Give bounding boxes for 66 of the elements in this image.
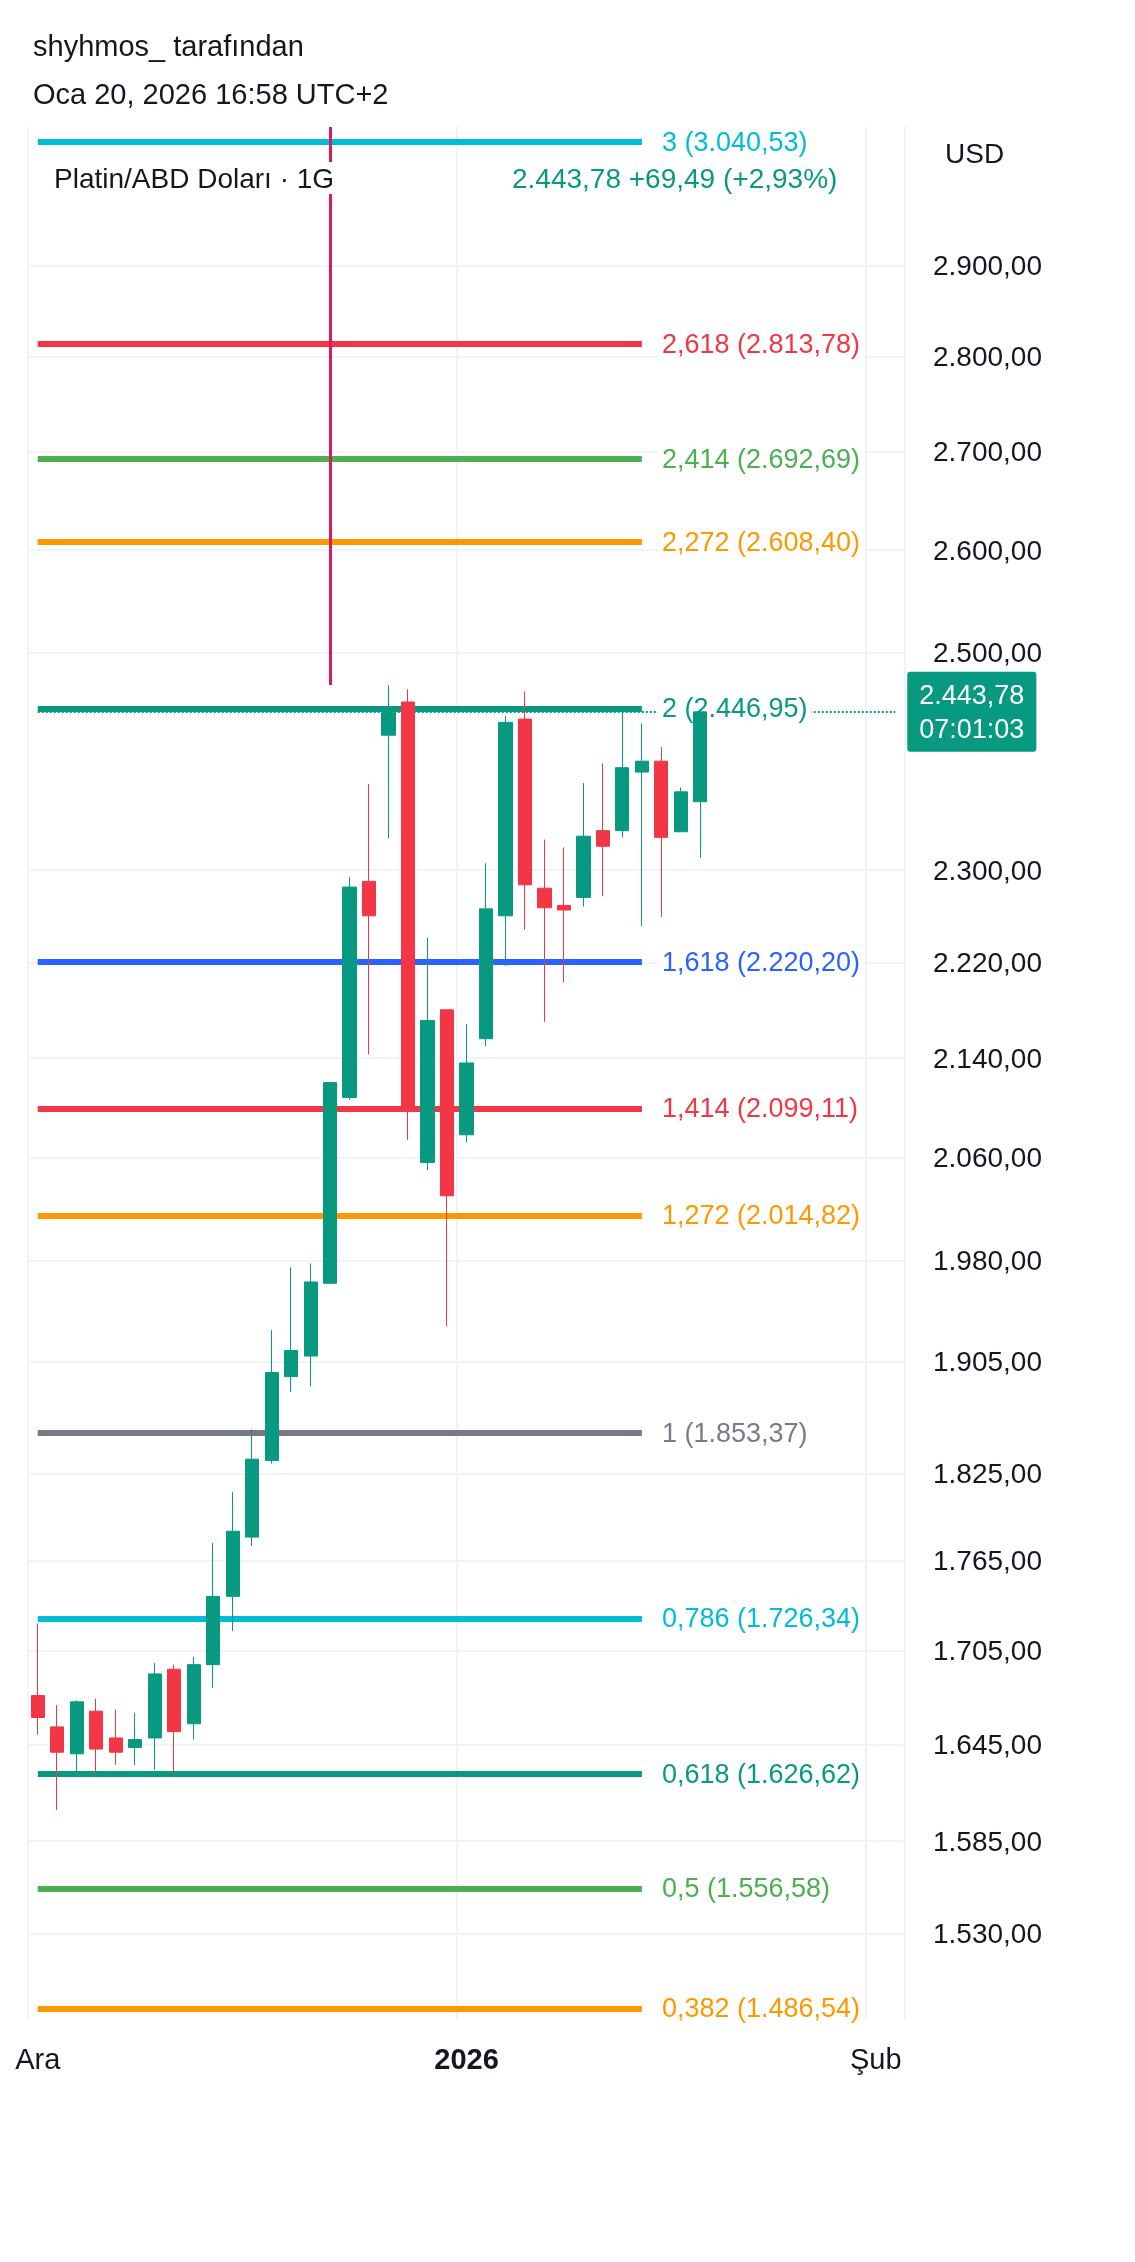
y-tick-label: 2.220,00: [933, 946, 1042, 978]
candlestick: [167, 1664, 181, 1776]
candlestick: [518, 690, 532, 931]
candlestick: [576, 782, 591, 908]
candlestick: [206, 1542, 220, 1689]
ref-line-label: 1,618 (2.220,20): [661, 947, 861, 978]
candlestick: [323, 1082, 337, 1284]
chart-subtitle: Oca 20, 2026 16:58 UTC+2: [33, 77, 389, 110]
ref-line-label: 0,786 (1.726,34): [661, 1603, 861, 1634]
ref-line-label: 2.443,78 07:01:03: [919, 679, 1025, 744]
y-tick-label: 1.825,00: [933, 1457, 1042, 1489]
candlestick: [31, 1622, 45, 1736]
candlestick: [109, 1709, 123, 1766]
candlestick: [459, 1023, 474, 1143]
candlestick: [89, 1698, 103, 1776]
y-tick-label: 2.500,00: [933, 637, 1042, 669]
y-tick-label: 2.140,00: [933, 1042, 1042, 1074]
candlestick: [226, 1491, 240, 1632]
candlestick: [284, 1266, 298, 1393]
y-tick-label: 1.645,00: [933, 1728, 1042, 1760]
y-tick-label: 2.300,00: [933, 854, 1042, 886]
candlestick: [654, 746, 668, 918]
candlestick: [479, 862, 493, 1047]
candlestick: [128, 1712, 142, 1766]
ref-line-label: 0,5 (1.556,58): [661, 1873, 831, 1904]
ref-line-label: 0,382 (1.486,54): [661, 1993, 861, 2024]
x-tick-label: Ara: [15, 2042, 62, 2075]
candlestick: [304, 1262, 318, 1387]
ref-line-label: 3 (3.040,53): [661, 126, 808, 157]
annotation: 2.443,78 +69,49 (+2,93%): [512, 162, 838, 194]
y-tick-label: 1.530,00: [933, 1917, 1042, 1949]
candlestick: [537, 839, 552, 1023]
candlestick: [50, 1704, 64, 1811]
x-tick-label: 2026: [434, 2042, 499, 2075]
y-tick-label: 1.765,00: [933, 1545, 1042, 1577]
candlestick: [635, 722, 649, 927]
ref-line-label: 1 (1.853,37): [661, 1418, 808, 1449]
candlestick: [674, 786, 688, 833]
candlestick: [265, 1329, 279, 1464]
candlestick: [596, 762, 610, 897]
candlestick: [498, 715, 513, 967]
candlestick: [187, 1656, 201, 1741]
y-tick-label: 1.905,00: [933, 1346, 1042, 1378]
ref-line-label: 2,414 (2.692,69): [661, 443, 861, 474]
y-tick-label: 1.980,00: [933, 1245, 1042, 1277]
candlestick: [342, 876, 357, 1101]
y-tick-label: 2.060,00: [933, 1141, 1042, 1173]
y-tick-label: 2.700,00: [933, 436, 1042, 468]
chart-title: shyhmos_ tarafından: [33, 29, 304, 62]
ref-line-label: 1,414 (2.099,11): [661, 1093, 859, 1124]
y-tick-label: 1.585,00: [933, 1825, 1042, 1857]
y-tick-label: 2.900,00: [933, 249, 1042, 281]
ref-line-label: 2,618 (2.813,78): [661, 329, 861, 360]
x-tick-label: Şub: [849, 2042, 902, 2075]
candlestick: [420, 937, 435, 1171]
annotation: Platin/ABD Doları · 1G: [54, 162, 335, 194]
y-tick-label: 2.800,00: [933, 341, 1042, 373]
ref-line-label: 1,272 (2.014,82): [661, 1200, 861, 1231]
ref-line-label: 0,618 (1.626,62): [661, 1758, 861, 1789]
y-tick-label: 2.600,00: [933, 534, 1042, 566]
candlestick: [245, 1429, 259, 1547]
y-axis-title: USD: [945, 137, 1005, 169]
candlestick: [557, 846, 571, 983]
y-tick-label: 1.705,00: [933, 1635, 1042, 1667]
ref-line-label: 2,272 (2.608,40): [661, 526, 861, 557]
candlestick: [362, 783, 376, 1055]
